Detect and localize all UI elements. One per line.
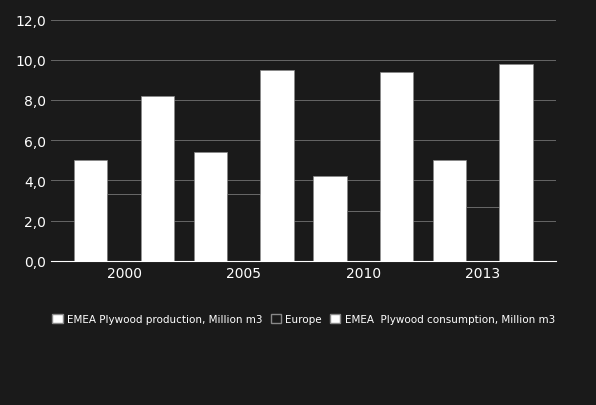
Bar bbox=[260, 70, 294, 261]
Legend: EMEA Plywood production, Million m3, Europe, EMEA  Plywood consumption, Million : EMEA Plywood production, Million m3, Eur… bbox=[48, 310, 559, 328]
Bar bbox=[74, 161, 107, 261]
Bar bbox=[141, 97, 175, 261]
Bar bbox=[346, 211, 380, 261]
Bar bbox=[227, 195, 260, 261]
Bar bbox=[107, 195, 141, 261]
Bar bbox=[499, 64, 533, 261]
Bar bbox=[380, 72, 414, 261]
Bar bbox=[194, 153, 227, 261]
Bar bbox=[433, 161, 466, 261]
Bar bbox=[466, 207, 499, 261]
Bar bbox=[313, 177, 346, 261]
